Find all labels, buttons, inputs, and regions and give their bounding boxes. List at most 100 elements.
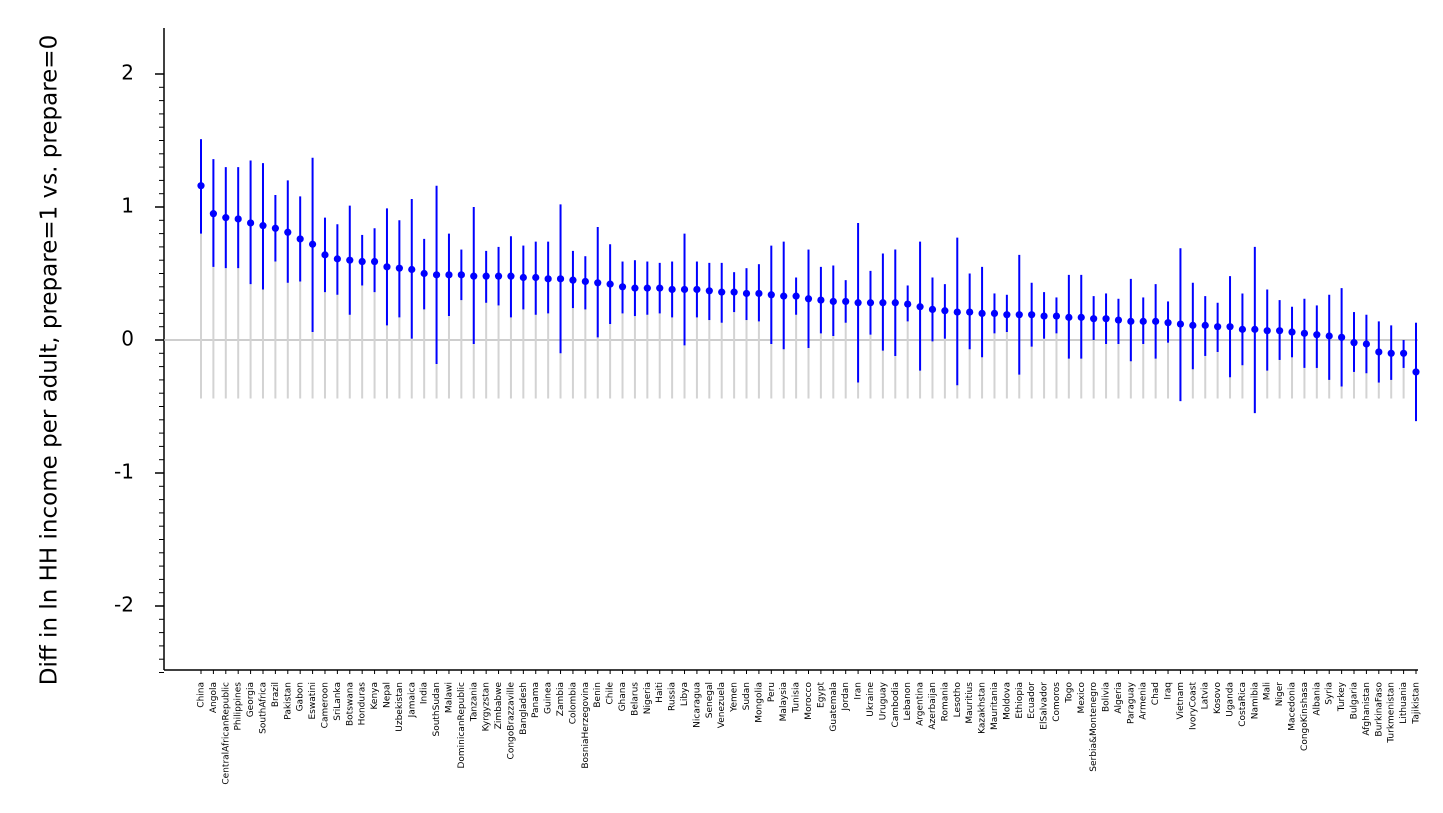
point-Togo (1065, 313, 1073, 321)
category-label-Pakistan: Pakistan (283, 682, 293, 720)
category-label-Belarus: Belarus (630, 682, 640, 716)
point-CongoKinshasa (1300, 329, 1309, 337)
category-label-Peru: Peru (767, 682, 777, 702)
point-Bulgaria (1350, 339, 1358, 347)
point-Iraq (1164, 319, 1172, 327)
point-Turkmenistan (1387, 349, 1395, 357)
category-label-Malaysia: Malaysia (779, 682, 789, 721)
point-Benin (594, 279, 602, 287)
category-label-Egypt: Egypt (816, 682, 826, 708)
point-Guinea (544, 275, 552, 283)
point-Morocco (804, 295, 813, 303)
category-label-IvoryCoast: IvoryCoast (1188, 682, 1198, 731)
point-Macedonia (1288, 328, 1296, 336)
point-Armenia (1139, 317, 1147, 325)
point-Serbia&Montenegro (1090, 315, 1098, 323)
point-India (420, 269, 428, 278)
y-tick-label: -2 (114, 593, 134, 617)
category-label-BosniaHerzegovina: BosniaHerzegovina (581, 682, 591, 769)
category-label-Chile: Chile (606, 682, 616, 705)
point-Mauritania (990, 309, 999, 317)
point-Botswana (346, 256, 354, 264)
point-Libya (680, 285, 689, 294)
point-CentralAfricanRepublic (222, 214, 230, 222)
point-Philippines (234, 215, 242, 223)
category-label-Brazil: Brazil (271, 682, 281, 707)
category-label-Nigeria: Nigeria (643, 682, 653, 714)
point-Guatemala (829, 297, 837, 306)
category-label-Togo: Togo (1064, 682, 1074, 704)
category-label-Tanzania: Tanzania (469, 682, 479, 722)
category-label-Macedonia: Macedonia (1288, 682, 1298, 731)
point-Georgia (246, 219, 255, 227)
category-label-Kenya: Kenya (370, 682, 380, 710)
y-tick-label: -1 (114, 460, 134, 484)
category-label-Jamaica: Jamaica (407, 682, 417, 718)
point-Romania (941, 307, 949, 315)
category-label-Vietnam: Vietnam (1176, 682, 1186, 720)
category-label-Moldova: Moldova (1002, 682, 1012, 720)
point-Lesotho (953, 308, 961, 316)
point-Latvia (1201, 321, 1209, 329)
point-Zambia (556, 275, 565, 283)
point-Colombia (569, 276, 577, 284)
point-Argentina (916, 303, 924, 311)
point-BurkinaFaso (1375, 348, 1383, 356)
category-label-Armenia: Armenia (1139, 682, 1149, 720)
category-label-Algeria: Algeria (1114, 682, 1124, 714)
category-label-Nepal: Nepal (382, 682, 392, 708)
category-label-Chad: Chad (1151, 682, 1161, 705)
point-Albania (1313, 331, 1321, 339)
category-label-Romania: Romania (940, 682, 950, 721)
category-label-Comoros: Comoros (1052, 682, 1062, 722)
category-label-Niger: Niger (1275, 682, 1285, 706)
point-Jordan (842, 297, 850, 306)
point-China (197, 182, 205, 190)
category-label-Gabon: Gabon (296, 682, 306, 711)
point-Chile (606, 280, 614, 288)
category-label-Lesotho: Lesotho (953, 682, 963, 718)
category-label-Azerbaijan: Azerbaijan (928, 682, 938, 730)
point-Yemen (730, 288, 738, 296)
category-label-Latvia: Latvia (1201, 682, 1211, 709)
category-label-Uruguay: Uruguay (878, 681, 888, 720)
category-label-Ecuador: Ecuador (1027, 682, 1037, 719)
category-label-China: China (197, 682, 207, 708)
category-label-Iraq: Iraq (1164, 682, 1174, 700)
point-Honduras (358, 257, 366, 266)
point-Syria (1325, 332, 1333, 340)
category-label-Russia: Russia (668, 682, 678, 711)
category-label-Mauritania: Mauritania (990, 682, 1000, 730)
point-SouthSudan (432, 271, 441, 279)
point-Kyrgyzstan (482, 272, 490, 280)
point-ElSalvador (1040, 312, 1048, 320)
category-label-Bolivia: Bolivia (1102, 682, 1112, 712)
point-Nigeria (643, 284, 651, 292)
point-Kenya (370, 257, 379, 266)
category-label-Cambodia: Cambodia (891, 682, 901, 728)
category-label-Haiti: Haiti (655, 682, 665, 703)
category-label-BurkinaFaso: BurkinaFaso (1374, 682, 1384, 737)
category-label-Guinea: Guinea (544, 682, 554, 714)
category-label-Colombia: Colombia (568, 682, 578, 724)
point-Angola (209, 210, 217, 218)
point-SouthAfrica (259, 222, 267, 230)
point-Namibia (1251, 325, 1259, 333)
category-label-CostaRica: CostaRica (1238, 682, 1248, 727)
category-label-Kyrgyzstan: Kyrgyzstan (482, 682, 492, 731)
point-Nicaragua (693, 285, 701, 294)
category-label-Tunisia: Tunisia (792, 682, 802, 714)
point-Malaysia (780, 292, 788, 300)
point-Chad (1152, 317, 1160, 325)
category-label-Namibia: Namibia (1250, 682, 1260, 719)
y-axis-label: Diff in ln HH income per adult, prepare=… (37, 35, 63, 685)
point-Zimbabwe (494, 272, 503, 280)
point-Tunisia (792, 292, 800, 300)
point-Mauritius (966, 308, 974, 316)
category-label-DominicanRepublic: DominicanRepublic (457, 682, 467, 769)
point-Niger (1276, 327, 1284, 335)
category-label-Lebanon: Lebanon (903, 682, 913, 721)
point-Panama (532, 273, 540, 282)
point-Bangladesh (519, 273, 527, 282)
